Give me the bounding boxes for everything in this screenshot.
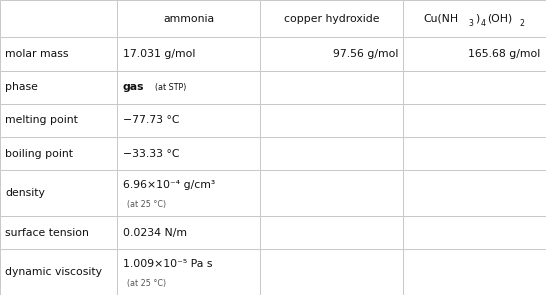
Bar [0,0,117,37]
Text: phase: phase [5,82,38,92]
Text: −33.33 °C: −33.33 °C [123,148,179,158]
Bar [403,0,546,37]
Text: dynamic viscosity: dynamic viscosity [5,267,103,277]
Text: 4: 4 [480,19,485,28]
Text: ammonia: ammonia [163,14,215,24]
Text: Cu(NH: Cu(NH [424,14,459,24]
Text: copper hydroxide: copper hydroxide [284,14,379,24]
Text: 6.96×10⁻⁴ g/cm³: 6.96×10⁻⁴ g/cm³ [123,180,215,190]
Text: 0.0234 N/m: 0.0234 N/m [123,227,187,237]
Bar [260,170,403,216]
Bar [260,71,403,104]
Bar [0,249,117,295]
Text: (at STP): (at STP) [155,83,186,92]
Bar [403,170,546,216]
Bar [117,104,260,137]
Bar [403,104,546,137]
Text: (at 25 °C): (at 25 °C) [127,200,167,209]
Bar [0,37,117,71]
Text: density: density [5,188,45,198]
Bar [403,249,546,295]
Text: 165.68 g/mol: 165.68 g/mol [468,49,541,59]
Text: melting point: melting point [5,115,78,125]
Text: 97.56 g/mol: 97.56 g/mol [333,49,398,59]
Text: (OH): (OH) [487,14,512,24]
Bar [260,0,403,37]
Bar [260,137,403,170]
Bar [117,0,260,37]
Bar [0,71,117,104]
Bar [403,37,546,71]
Text: 3: 3 [469,19,474,28]
Text: 1.009×10⁻⁵ Pa s: 1.009×10⁻⁵ Pa s [123,259,212,269]
Bar [0,137,117,170]
Bar [0,170,117,216]
Text: (at 25 °C): (at 25 °C) [127,279,167,288]
Bar [0,216,117,249]
Text: ): ) [475,14,479,24]
Bar [0,104,117,137]
Bar [260,104,403,137]
Bar [117,216,260,249]
Text: 17.031 g/mol: 17.031 g/mol [123,49,195,59]
Bar [117,137,260,170]
Text: surface tension: surface tension [5,227,90,237]
Bar [403,71,546,104]
Bar [260,216,403,249]
Text: −77.73 °C: −77.73 °C [123,115,179,125]
Bar [403,137,546,170]
Bar [117,249,260,295]
Bar [117,71,260,104]
Text: molar mass: molar mass [5,49,69,59]
Bar [117,37,260,71]
Bar [403,216,546,249]
Text: boiling point: boiling point [5,148,74,158]
Bar [260,249,403,295]
Bar [117,170,260,216]
Text: gas: gas [123,82,144,92]
Text: 2: 2 [520,19,525,28]
Bar [260,37,403,71]
